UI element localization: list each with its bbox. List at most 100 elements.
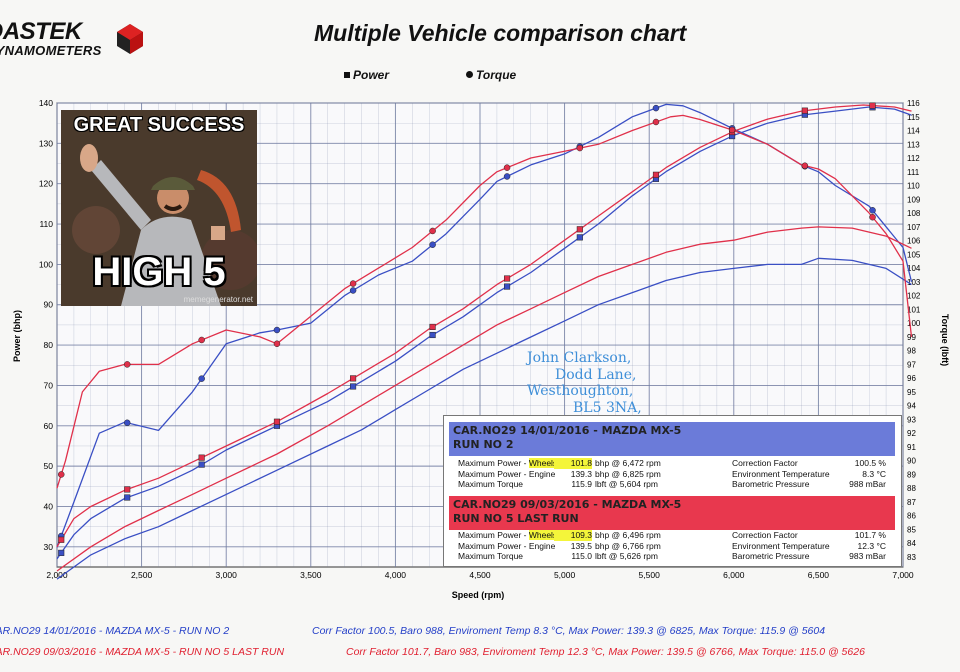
env-value: 983 mBar: [849, 551, 886, 561]
run1-engine-power-line: [56, 106, 912, 560]
footer-run2: CAR.NO29 09/03/2016 - MAZDA MX-5 - RUN N…: [0, 646, 865, 658]
run2-power-marker: [652, 171, 660, 178]
stat-row: Maximum Torque 115.0 lbft @ 5,626 rpm Barom…: [458, 551, 888, 562]
x-tick-label: 5,500: [639, 570, 661, 580]
env-value: 988 mBar: [849, 479, 886, 489]
stat-value: 139.3: [570, 468, 592, 479]
footer-run2-right: Corr Factor 101.7, Baro 983, Enviroment …: [346, 646, 865, 658]
y-tick-label: 90: [44, 300, 54, 310]
y-tick-label: 60: [44, 421, 54, 431]
legend-torque-label: Torque: [476, 68, 517, 82]
x-tick-label: 4,500: [469, 570, 491, 580]
y2-tick-label: 91: [907, 443, 916, 452]
stat-label: Maximum Power - Wheels: [458, 530, 558, 540]
run1-power-marker: [124, 494, 131, 501]
y2-tick-label: 116: [907, 99, 920, 108]
run2-stats: Maximum Power - Wheels 109.3 bhp @ 6,496 r…: [458, 530, 888, 562]
y-tick-label: 30: [44, 542, 54, 552]
env-label: Correction Factor: [732, 458, 798, 468]
run2-power-marker: [576, 226, 583, 233]
run1-torque-marker: [273, 326, 281, 334]
run1-power-marker: [429, 331, 436, 339]
x-tick-label: 2,500: [131, 570, 153, 580]
footer-run1: CAR.NO29 14/01/2016 - MAZDA MX-5 - RUN N…: [0, 625, 825, 637]
run1-power-marker: [576, 234, 583, 241]
stat-label-highlight: Wheels: [528, 530, 558, 540]
stat-value: 101.8: [554, 458, 592, 469]
footer-run1-right: Corr Factor 100.5, Baro 988, Enviroment …: [312, 625, 826, 637]
stat-value: 115.9: [571, 479, 592, 489]
stat-unit: bhp @ 6,472 rpm: [595, 458, 661, 468]
y2-tick-label: 97: [907, 360, 916, 369]
y2-tick-label: 95: [907, 388, 916, 397]
run2-power-marker: [429, 323, 436, 330]
y2-tick-label: 101: [907, 305, 921, 314]
x-tick-label: 3,500: [300, 570, 322, 580]
run1-wheel-power-line: [56, 257, 912, 580]
run2-torque-marker: [273, 340, 281, 348]
y-tick-label: 100: [39, 259, 53, 269]
stat-unit: bhp @ 6,496 rpm: [595, 530, 661, 540]
run1-stats: Maximum Power - Wheels 101.8 bhp @ 6,472 r…: [458, 458, 888, 490]
run2-torque-marker: [869, 213, 876, 221]
stat-label-highlight: Wheels: [528, 458, 558, 468]
stat-row: Maximum Power - Wheels 109.3 bhp @ 6,496 r…: [458, 530, 888, 541]
y2-tick-label: 113: [907, 140, 920, 149]
run2-torque-marker: [801, 162, 809, 169]
y2-tick-label: 107: [907, 223, 921, 232]
run2-torque-marker: [503, 164, 511, 171]
run2-header-line-2: RUN NO 5 LAST RUN: [453, 512, 579, 525]
y2-tick-label: 115: [907, 113, 920, 122]
stat-label: Maximum Power - Engine: [458, 540, 556, 551]
env-label: Barometric Pressure: [732, 479, 810, 489]
y2-tick-label: 83: [907, 553, 916, 562]
y2-tick-label: 108: [907, 209, 921, 218]
run1-torque-marker: [429, 241, 436, 248]
y2-tick-label: 90: [907, 457, 916, 466]
chart-markers: [57, 102, 876, 556]
y-axis-label: Power (bhp): [12, 310, 22, 362]
footer-run1-left: CAR.NO29 14/01/2016 - MAZDA MX-5 - RUN N…: [0, 625, 230, 637]
stat-value: 115.0: [571, 551, 592, 561]
y2-tick-label: 114: [907, 127, 920, 136]
y2-tick-label: 106: [907, 237, 921, 246]
y-tick-label: 120: [39, 179, 53, 189]
y2-axis-label: Torque (lbft): [940, 314, 950, 366]
meme-watermark: memegenerator.net: [183, 295, 253, 304]
y-tick-label: 50: [44, 461, 54, 471]
address-line: BL5 3NA,: [573, 399, 642, 416]
y2-tick-label: 99: [907, 333, 916, 342]
y2-tick-label: 96: [907, 374, 916, 383]
y-tick-label: 40: [44, 501, 54, 511]
run1-header-line-2: RUN NO 2: [453, 438, 514, 451]
stat-label: Maximum Power - Engine: [458, 468, 556, 479]
run2-power-marker: [273, 418, 281, 425]
x-tick-label: 2,000: [46, 570, 68, 580]
x-tick-label: 5,000: [554, 570, 576, 580]
x-tick-label: 7,000: [892, 570, 914, 580]
y-tick-label: 110: [39, 219, 53, 229]
address-block: John Clarkson, Dodd Lane, Westhoughton, …: [527, 350, 642, 416]
run1-power-marker: [198, 461, 205, 468]
y2-tick-label: 98: [907, 347, 916, 356]
meme-bottom-text: HIGH 5: [92, 250, 226, 294]
x-tick-label: 3,000: [216, 570, 238, 580]
run1-power-marker: [350, 383, 357, 390]
address-line: Westhoughton,: [527, 383, 634, 399]
stat-value: 109.3: [554, 530, 592, 541]
run2-power-marker: [58, 536, 65, 543]
run1-torque-marker: [349, 287, 357, 294]
y-tick-label: 70: [44, 380, 54, 390]
run1-torque-marker: [869, 207, 876, 214]
run1-torque-marker: [503, 173, 511, 180]
y2-tick-label: 84: [907, 539, 916, 548]
legend-power: Power: [344, 68, 389, 82]
stat-label: Maximum Torque: [458, 551, 524, 561]
stat-row: Maximum Torque 115.9 lbft @ 5,604 rpm Barom…: [458, 479, 888, 490]
legend-power-marker-icon: [344, 72, 350, 78]
run2-torque-marker: [652, 118, 660, 126]
y2-tick-label: 89: [907, 470, 916, 479]
env-label: Correction Factor: [732, 530, 798, 540]
env-label: Environment Temperature: [732, 468, 830, 479]
